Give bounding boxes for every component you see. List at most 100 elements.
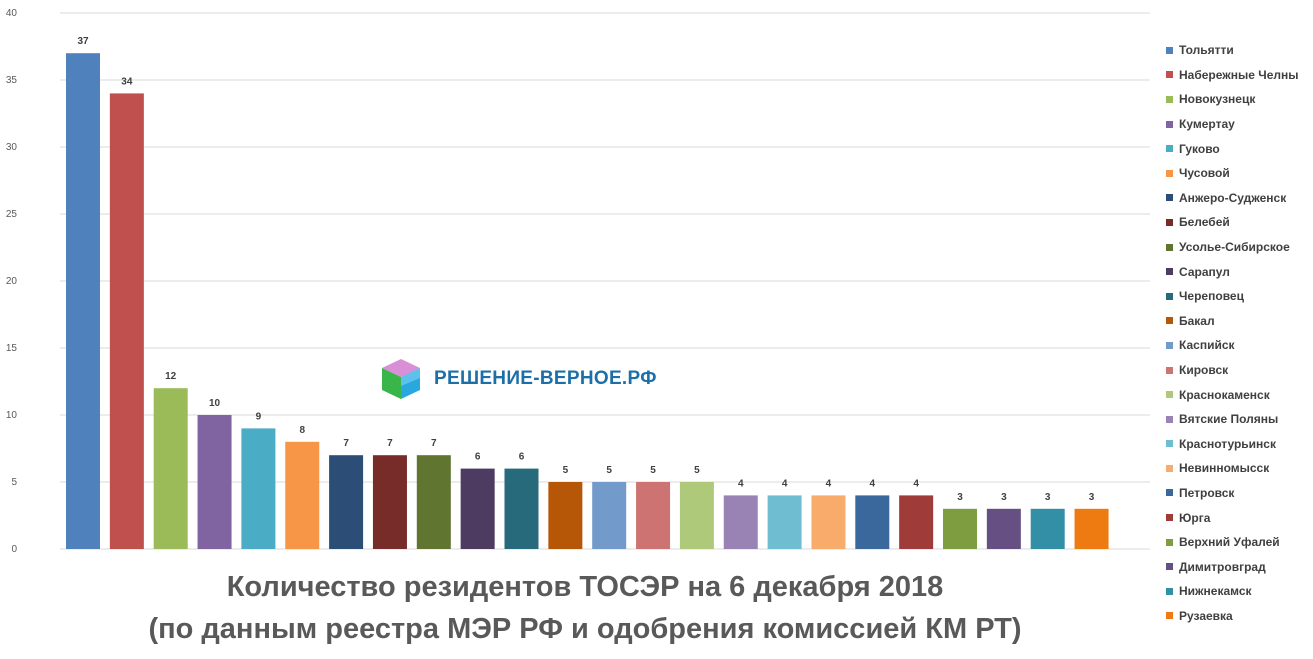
legend-label: Белебей (1179, 215, 1230, 230)
y-tick-label: 20 (6, 276, 18, 287)
legend-label: Нижнекамск (1179, 584, 1252, 599)
legend-item: Кумертау (1166, 112, 1311, 137)
legend-swatch (1166, 366, 1173, 374)
legend-swatch (1166, 612, 1173, 620)
legend-swatch (1166, 243, 1173, 251)
legend-item: Верхний Уфалей (1166, 530, 1311, 555)
data-label: 4 (826, 478, 832, 489)
legend-item: Вятские Поляны (1166, 407, 1311, 432)
legend-label: Невинномысск (1179, 461, 1270, 476)
legend-item: Анжеро-Судженск (1166, 186, 1311, 211)
bar (899, 495, 934, 549)
legend-item: Тольятти (1166, 38, 1311, 63)
legend-item: Усолье-Сибирское (1166, 235, 1311, 260)
data-label: 9 (256, 411, 262, 422)
legend-item: Петровск (1166, 481, 1311, 506)
data-label: 34 (121, 76, 133, 87)
legend-item: Набережные Челны (1166, 63, 1311, 88)
legend-swatch (1166, 317, 1173, 325)
data-label: 4 (738, 478, 744, 489)
legend-swatch (1166, 514, 1173, 522)
data-label: 12 (165, 371, 177, 382)
y-tick-label: 30 (6, 142, 18, 153)
legend-label: Сарапул (1179, 264, 1230, 279)
watermark-text: РЕШЕНИЕ-ВЕРНОЕ.РФ (434, 368, 657, 389)
legend-label: Усолье-Сибирское (1179, 240, 1290, 255)
chart-title: Количество резидентов ТОСЭР на 6 декабря… (226, 571, 944, 603)
bar (767, 495, 802, 549)
data-label: 3 (1001, 492, 1007, 503)
data-label: 10 (209, 398, 221, 409)
legend-swatch (1166, 120, 1173, 128)
legend-item: Новокузнецк (1166, 87, 1311, 112)
legend-item: Нижнекамск (1166, 579, 1311, 604)
bar (241, 428, 276, 549)
bar (811, 495, 846, 549)
y-tick-label: 15 (6, 343, 18, 354)
legend-item: Невинномысск (1166, 456, 1311, 481)
legend-label: Димитровград (1179, 559, 1266, 574)
bar (1074, 508, 1109, 549)
y-tick-label: 5 (11, 477, 17, 488)
y-tick-label: 35 (6, 75, 18, 86)
legend-swatch (1166, 46, 1173, 54)
bar (460, 468, 495, 549)
legend-swatch (1166, 218, 1173, 226)
data-label: 6 (519, 452, 525, 463)
watermark: РЕШЕНИЕ-ВЕРНОЕ.РФ (378, 356, 657, 402)
data-label: 8 (299, 425, 305, 436)
legend-swatch (1166, 391, 1173, 399)
legend-label: Бакал (1179, 313, 1215, 328)
data-label: 7 (343, 438, 349, 449)
legend-label: Череповец (1179, 289, 1244, 304)
data-label: 5 (650, 465, 656, 476)
bar (592, 482, 627, 549)
legend-label: Вятские Поляны (1179, 412, 1279, 427)
bar (153, 388, 188, 549)
legend-label: Краснотурьинск (1179, 436, 1276, 451)
data-labels: 37 34 12 10 9 8 7 7 7 6 6 5 5 5 5 4 4 4 4 4 3 3 3 3 (77, 36, 1094, 503)
y-tick-label: 40 (6, 8, 18, 19)
y-tick-label: 10 (6, 410, 18, 421)
legend-item: Юрга (1166, 505, 1311, 530)
legend-item: Сарапул (1166, 259, 1311, 284)
legend-label: Кировск (1179, 363, 1229, 378)
legend-label: Набережные Челны (1179, 67, 1299, 82)
bar (855, 495, 890, 549)
data-label: 4 (870, 478, 876, 489)
legend-item: Белебей (1166, 210, 1311, 235)
legend-item: Кировск (1166, 358, 1311, 383)
legend-swatch (1166, 538, 1173, 546)
legend-swatch (1166, 440, 1173, 448)
legend-swatch (1166, 292, 1173, 300)
bar (943, 508, 977, 549)
legend-item: Чусовой (1166, 161, 1311, 186)
legend-item: Рузаевка (1166, 604, 1311, 629)
legend-swatch (1166, 194, 1173, 202)
legend-item: Краснокаменск (1166, 382, 1311, 407)
data-label: 5 (563, 465, 569, 476)
bar (285, 441, 320, 549)
bar (109, 93, 144, 550)
data-label: 7 (431, 438, 437, 449)
legend-item: Гуково (1166, 136, 1311, 161)
legend-label: Анжеро-Судженск (1179, 190, 1287, 205)
y-tick-label: 0 (11, 544, 17, 555)
data-label: 37 (77, 36, 89, 47)
legend-label: Чусовой (1179, 166, 1230, 181)
legend-swatch (1166, 71, 1173, 79)
legend-item: Череповец (1166, 284, 1311, 309)
legend-label: Гуково (1179, 141, 1220, 156)
data-label: 3 (1045, 492, 1051, 503)
bar (66, 53, 100, 549)
bar (723, 495, 758, 549)
legend-swatch (1166, 268, 1173, 276)
data-label: 6 (475, 452, 481, 463)
legend-item: Краснотурьинск (1166, 432, 1311, 457)
data-label: 5 (694, 465, 700, 476)
bar (679, 482, 714, 549)
bar (1030, 508, 1065, 549)
legend-label: Краснокаменск (1179, 387, 1270, 402)
data-label: 3 (1089, 492, 1095, 503)
